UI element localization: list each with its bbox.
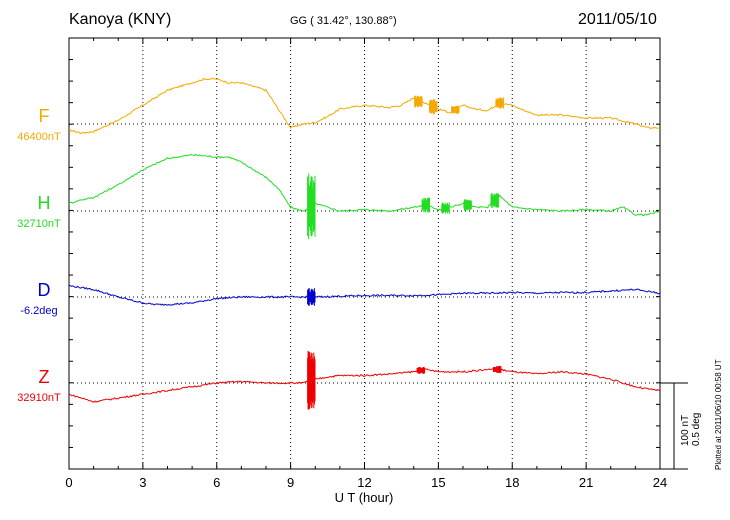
series-spike-h: [421, 197, 430, 213]
scale-label-nt: 100 nT: [680, 414, 691, 446]
x-tick-label: 15: [431, 475, 445, 490]
x-tick-label: 9: [287, 475, 294, 490]
x-axis-label: U T (hour): [335, 490, 394, 505]
grid-lines: [69, 38, 660, 469]
x-tick-label: 24: [653, 475, 667, 490]
series-spike-f: [495, 97, 504, 109]
baseline-label-h: 32710nT: [17, 218, 61, 230]
series-label-h: H: [37, 193, 51, 213]
axis-ticks: [68, 38, 661, 469]
x-tick-label: 12: [357, 475, 371, 490]
series-spike-f: [451, 105, 460, 115]
x-tick-label: 6: [213, 475, 220, 490]
series-spike-f: [429, 99, 438, 115]
baseline-label-z: 32910nT: [17, 392, 61, 404]
series-spike-z: [307, 350, 316, 410]
series-spike-h: [441, 202, 450, 214]
series-spike-z: [416, 366, 426, 375]
series-spike-h: [463, 199, 472, 211]
station-title: Kanoya (KNY): [69, 11, 172, 28]
x-tick-label: 18: [505, 475, 519, 490]
series-line-f: [68, 77, 661, 135]
series-group: [68, 77, 661, 410]
scale-bar: [660, 382, 688, 470]
station-coordinates: GG ( 31.42°, 130.88°): [290, 15, 397, 27]
date-title: 2011/05/10: [578, 11, 657, 28]
scale-label-deg: 0.5 deg: [691, 412, 702, 446]
x-tick-label: 0: [65, 475, 72, 490]
series-label-f: F: [38, 106, 50, 126]
series-label-d: D: [37, 280, 51, 300]
plotted-timestamp: Plotted at 2011/06/10 00:58 UT: [714, 359, 723, 470]
series-line-h: [68, 153, 661, 216]
x-tick-label: 3: [139, 475, 146, 490]
series-line-d: [68, 284, 661, 306]
series-spike-d: [307, 288, 316, 306]
series-spike-h: [307, 173, 316, 240]
series-line-z: [68, 368, 661, 403]
baseline-label-d: -6.2deg: [20, 305, 58, 317]
x-tick-label: 21: [579, 475, 593, 490]
baseline-label-f: 46400nT: [17, 131, 61, 143]
series-label-z: Z: [38, 367, 50, 387]
series-spike-h: [490, 193, 499, 208]
x-tick-labels: 0 3 6 9 12 15 18 21 24: [65, 475, 667, 490]
series-spike-z: [493, 365, 502, 374]
series-spike-f: [414, 95, 423, 108]
